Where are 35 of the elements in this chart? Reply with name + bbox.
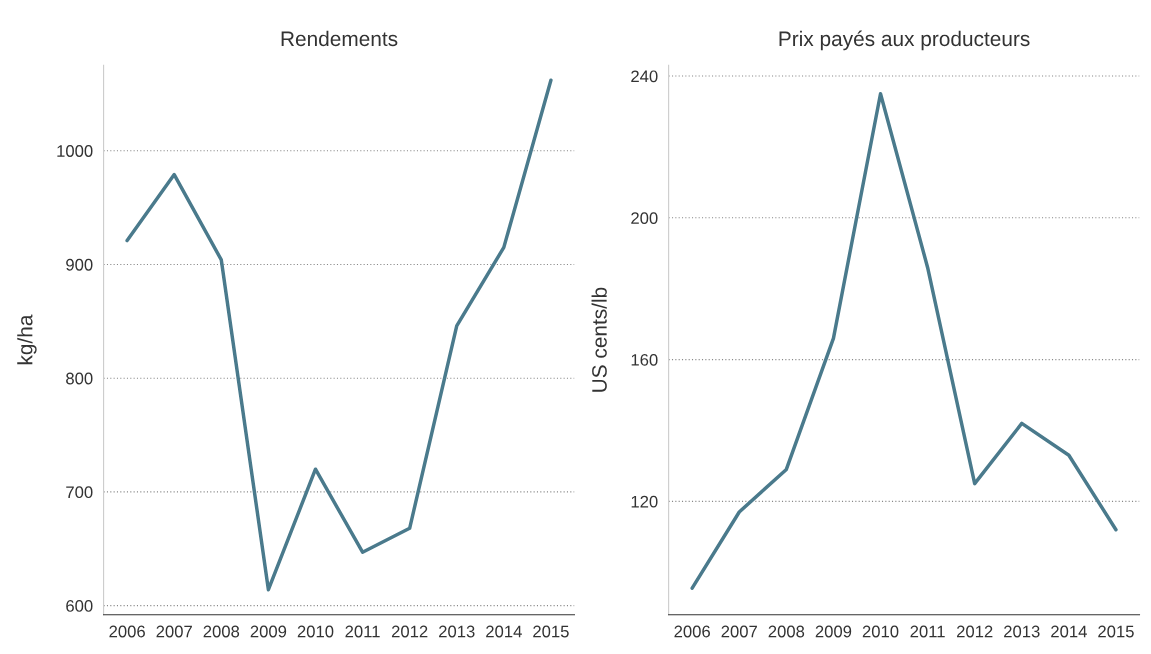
y-tick-label: 800 [66,372,93,385]
x-tick-label: 2006 [674,625,710,638]
x-tick-label: 2007 [156,625,192,638]
chart-title: Prix payés aux producteurs [779,30,1030,51]
y-tick-label: 900 [66,258,93,271]
x-tick-label: 2014 [1051,625,1087,638]
y-tick-label: 160 [631,353,658,366]
x-tick-label: 2009 [815,625,852,638]
y-tick-label: 240 [631,70,658,83]
x-tick-label: 2010 [297,625,334,638]
x-tick-label: 2010 [862,625,899,638]
y-axis-title: kg/ha [17,314,37,365]
x-tick-label: 2014 [486,625,522,638]
x-tick-label: 2015 [533,625,569,638]
line-series [125,78,553,592]
y-tick-label: 1000 [57,145,93,157]
y-tick-label: 120 [631,495,658,508]
line-series [690,92,1118,590]
y-tick-label: 200 [631,212,658,225]
x-tick-label: 2015 [1098,625,1134,638]
x-tick-label: 2011 [910,625,945,638]
x-tick-label: 2012 [956,625,993,638]
x-tick-label: 2008 [203,625,240,638]
x-tick-label: 2011 [345,625,380,638]
x-tick-label: 2006 [109,625,145,638]
y-tick-label: 600 [66,600,93,612]
x-tick-label: 2013 [1004,625,1040,638]
x-tick-label: 2007 [721,625,757,638]
y-axis-title: US cents/lb [591,287,607,392]
x-tick-label: 2013 [439,625,475,638]
x-tick-label: 2012 [391,625,428,638]
y-tick-label: 700 [66,486,93,499]
x-tick-label: 2009 [250,625,287,638]
x-tick-label: 2008 [768,625,805,638]
chart-title: Rendements [281,30,398,47]
